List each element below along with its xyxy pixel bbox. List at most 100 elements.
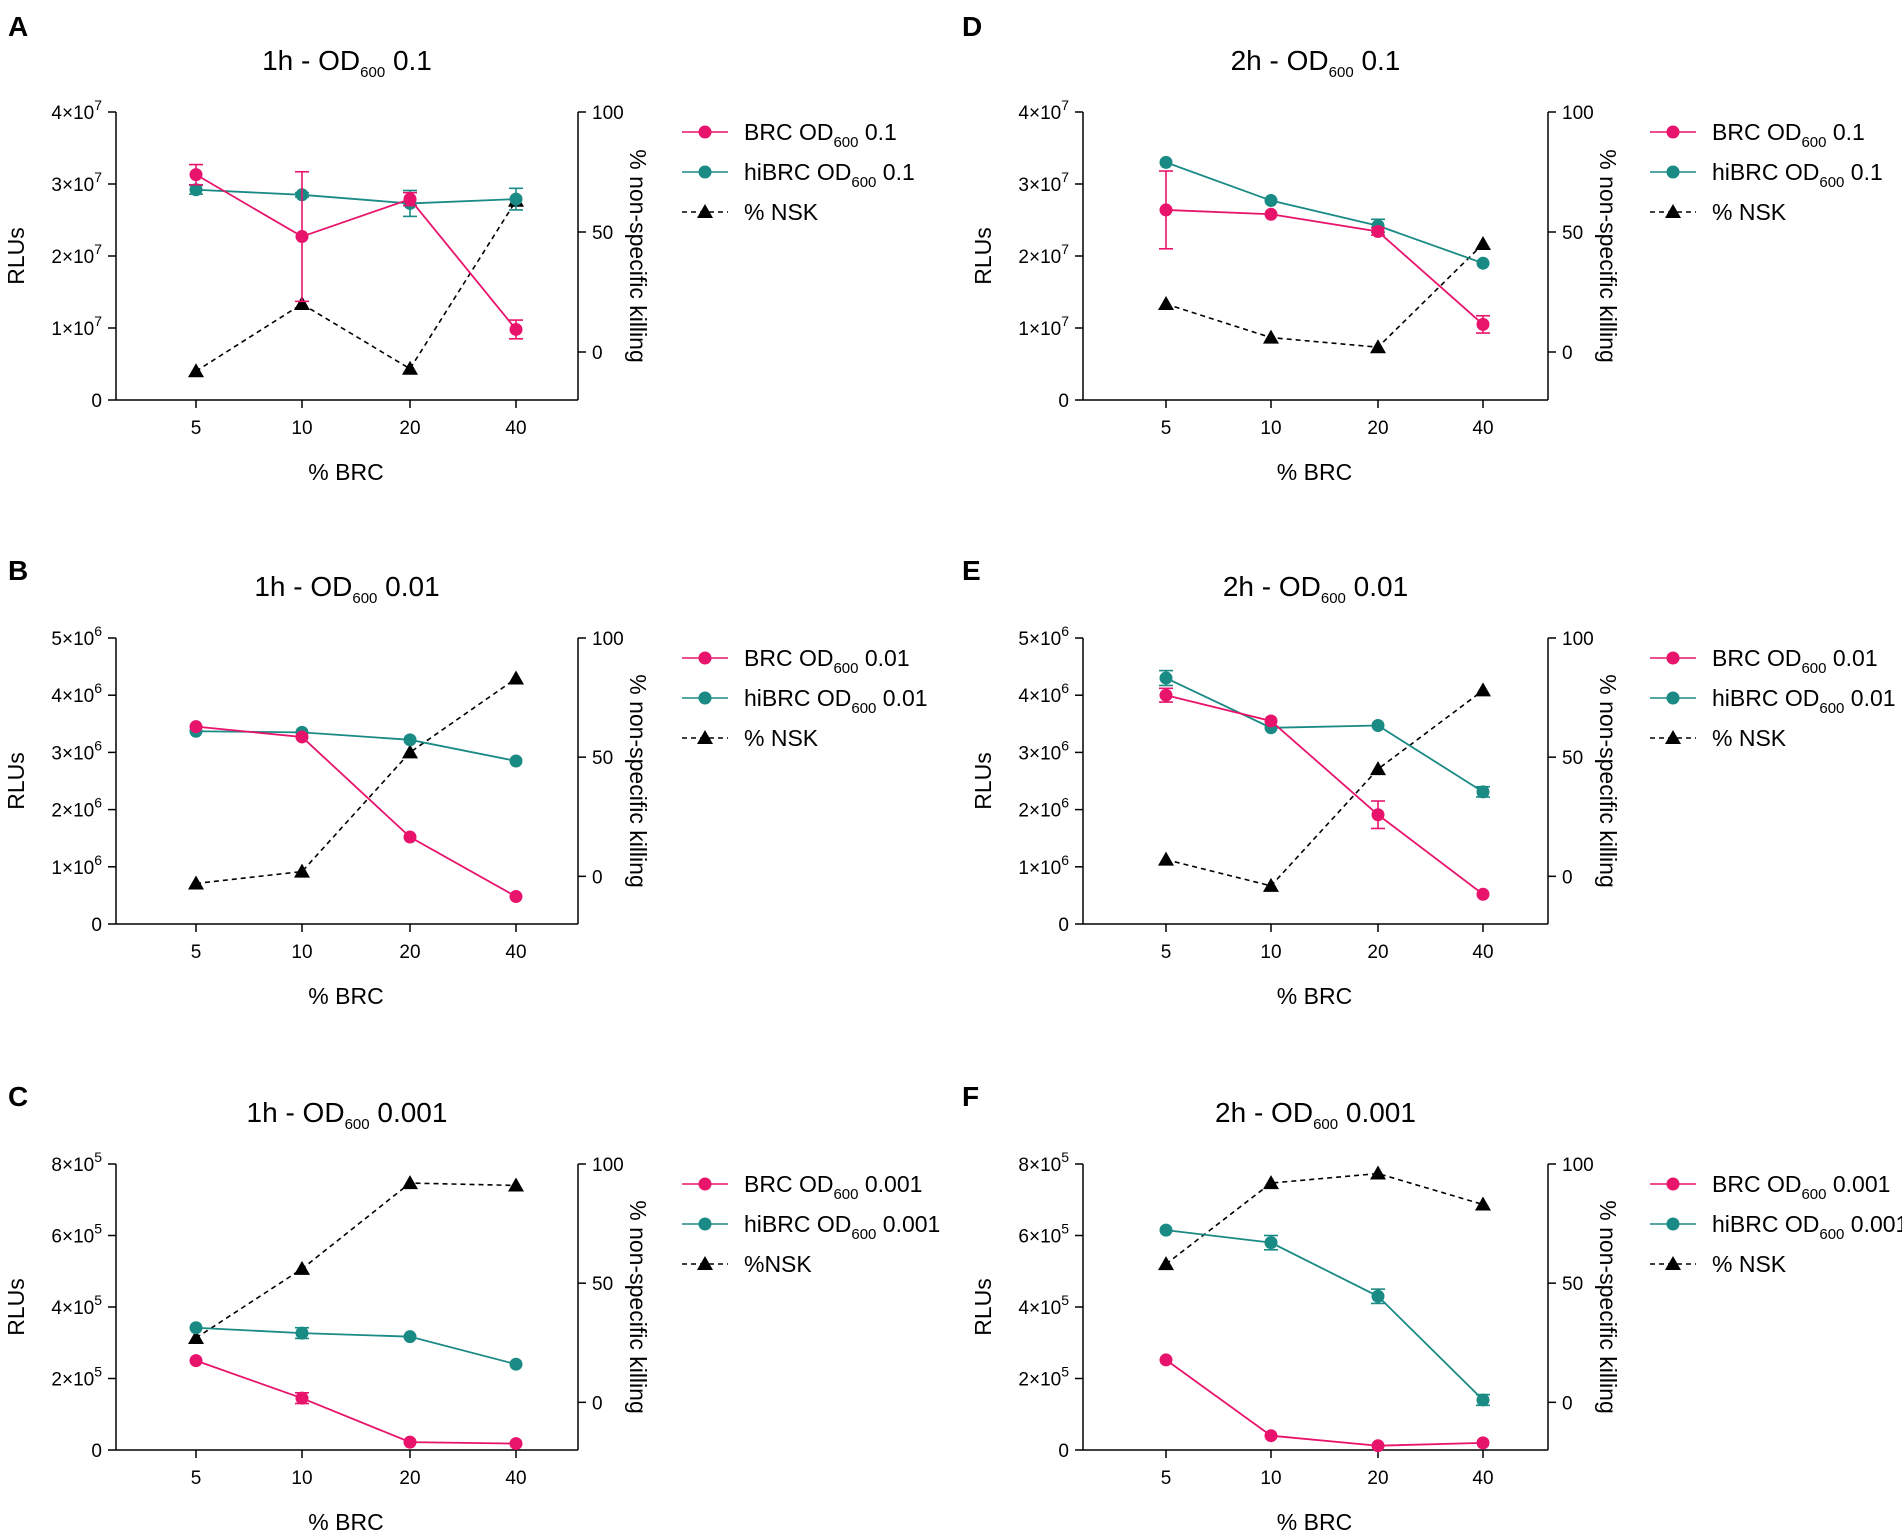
y2-tick-label-a: 50	[592, 223, 613, 244]
x-tick-label-f: 10	[1260, 1468, 1281, 1489]
chart-title-c: 1h - OD600 0.001	[247, 1097, 448, 1133]
chart-title-e-subscript: 600	[1321, 590, 1346, 607]
y-tick-exponent: 5	[94, 1221, 102, 1237]
data-point-brc-b	[295, 730, 309, 744]
data-point-brc-d	[1159, 203, 1173, 217]
series-line-nsk-d	[1165, 243, 1484, 349]
legend-label-nsk-f: % NSK	[1712, 1251, 1787, 1277]
data-point-nsk-c	[188, 1329, 204, 1344]
legend-label-nsk-a-main: % NSK	[744, 199, 819, 225]
y2-tick-label-a: 0	[592, 343, 603, 364]
legend-marker-hibrc-b	[698, 691, 712, 705]
y-tick-base: 3×10	[1018, 175, 1061, 196]
legend-label-brc-b-subscript: 600	[833, 660, 858, 677]
chart-panel-d: D2h - OD600 0.101×1072×1073×1074×1070501…	[962, 11, 1883, 485]
legend-label-hibrc-c-main: hiBRC OD	[744, 1211, 851, 1237]
data-point-brc-e	[1371, 808, 1385, 822]
legend-label-hibrc-e-suffix: 0.01	[1844, 685, 1895, 711]
legend-label-hibrc-d-main: hiBRC OD	[1712, 159, 1819, 185]
y-tick-base: 0	[1058, 915, 1069, 936]
legend-marker-brc-f	[1666, 1177, 1680, 1191]
x-tick-label-b: 10	[291, 942, 312, 963]
y-tick-label-d: 4×107	[1018, 97, 1069, 124]
chart-title-b: 1h - OD600 0.01	[254, 571, 439, 607]
data-point-hibrc-e	[1371, 719, 1385, 733]
y-tick-label-c: 6×105	[51, 1221, 102, 1248]
y-tick-label-e: 5×106	[1018, 623, 1069, 650]
y2-axis-label-f: % non-specific killing	[1595, 1200, 1621, 1413]
y-tick-exponent: 6	[1061, 795, 1069, 811]
x-tick-label-a: 10	[291, 418, 312, 439]
y-tick-label-e: 2×106	[1018, 795, 1069, 822]
data-point-nsk-f	[1158, 1256, 1174, 1271]
y-tick-label-d: 3×107	[1018, 169, 1069, 196]
data-point-hibrc-a	[509, 192, 523, 206]
chart-title-d-subscript: 600	[1329, 64, 1354, 81]
x-tick-label-c: 10	[291, 1468, 312, 1489]
chart-title-e-main: 2h - OD	[1223, 571, 1321, 602]
legend-label-brc-e-main: BRC OD	[1712, 645, 1801, 671]
y-tick-label-a: 4×107	[51, 97, 102, 124]
legend-label-brc-b: BRC OD600 0.01	[744, 645, 910, 677]
data-point-hibrc-f	[1476, 1393, 1490, 1407]
y-tick-exponent: 7	[1061, 241, 1069, 257]
data-point-brc-a	[403, 192, 417, 206]
chart-title-e: 2h - OD600 0.01	[1223, 571, 1408, 607]
y-tick-label-f: 2×105	[1018, 1364, 1069, 1391]
legend-label-nsk-d: % NSK	[1712, 199, 1787, 225]
series-line-hibrc-e	[1165, 677, 1484, 793]
legend-label-hibrc-a: hiBRC OD600 0.1	[744, 159, 915, 191]
chart-title-f-main: 2h - OD	[1215, 1097, 1313, 1128]
series-line-brc-a	[195, 173, 517, 331]
y-tick-base: 0	[91, 391, 102, 412]
panel-letter-d: D	[962, 11, 982, 42]
legend-marker-brc-e	[1666, 651, 1680, 665]
legend-label-hibrc-e-subscript: 600	[1819, 700, 1844, 717]
y-axis-label-d: RLUs	[970, 227, 996, 285]
data-point-nsk-d	[1475, 236, 1491, 250]
y-tick-label-b: 0	[91, 915, 102, 936]
y-tick-label-d: 1×107	[1018, 313, 1069, 340]
series-line-brc-b	[195, 725, 517, 898]
x-tick-label-f: 40	[1472, 1468, 1493, 1489]
legend-label-brc-b-suffix: 0.01	[858, 645, 909, 671]
y-axis-label-f: RLUs	[970, 1278, 996, 1336]
y-tick-label-a: 2×107	[51, 241, 102, 268]
y-tick-base: 0	[91, 1441, 102, 1462]
legend-label-brc-e-subscript: 600	[1801, 660, 1826, 677]
y-tick-exponent: 5	[94, 1149, 102, 1165]
legend-label-brc-a-suffix: 0.1	[858, 119, 896, 145]
y-tick-base: 0	[1058, 391, 1069, 412]
chart-title-b-main: 1h - OD	[254, 571, 352, 602]
series-line-nsk-a	[195, 200, 517, 372]
legend-label-nsk-c: %NSK	[744, 1251, 812, 1277]
chart-title-c-suffix: 0.001	[370, 1097, 448, 1128]
series-line-brc-f	[1165, 1359, 1484, 1447]
legend-label-hibrc-c-subscript: 600	[851, 1226, 876, 1243]
data-point-nsk-c	[508, 1177, 524, 1192]
y2-tick-label-e: 100	[1562, 629, 1594, 650]
chart-title-b-subscript: 600	[352, 590, 377, 607]
data-point-brc-d	[1371, 225, 1385, 239]
legend-marker-nsk-f	[1665, 1256, 1681, 1270]
x-axis-label-c: % BRC	[308, 1509, 383, 1535]
data-point-nsk-d	[1370, 339, 1386, 354]
y-tick-exponent: 7	[94, 169, 102, 185]
y-tick-label-a: 0	[91, 391, 102, 412]
y-tick-label-a: 3×107	[51, 169, 102, 196]
legend-marker-hibrc-d	[1666, 165, 1680, 179]
x-tick-label-d: 20	[1367, 418, 1388, 439]
y2-tick-label-b: 100	[592, 629, 624, 650]
data-point-brc-a	[189, 168, 203, 182]
legend-label-hibrc-f: hiBRC OD600 0.001	[1712, 1211, 1902, 1243]
y-tick-base: 2×10	[1018, 1370, 1061, 1391]
y2-tick-label-c: 100	[592, 1155, 624, 1176]
data-point-brc-e	[1264, 714, 1278, 728]
data-point-brc-b	[403, 830, 417, 844]
legend-label-brc-f-suffix: 0.001	[1826, 1171, 1890, 1197]
x-tick-label-f: 20	[1367, 1468, 1388, 1489]
legend-label-brc-c-suffix: 0.001	[858, 1171, 922, 1197]
legend-label-hibrc-f-suffix: 0.001	[1844, 1211, 1902, 1237]
y-tick-base: 1×10	[51, 319, 94, 340]
